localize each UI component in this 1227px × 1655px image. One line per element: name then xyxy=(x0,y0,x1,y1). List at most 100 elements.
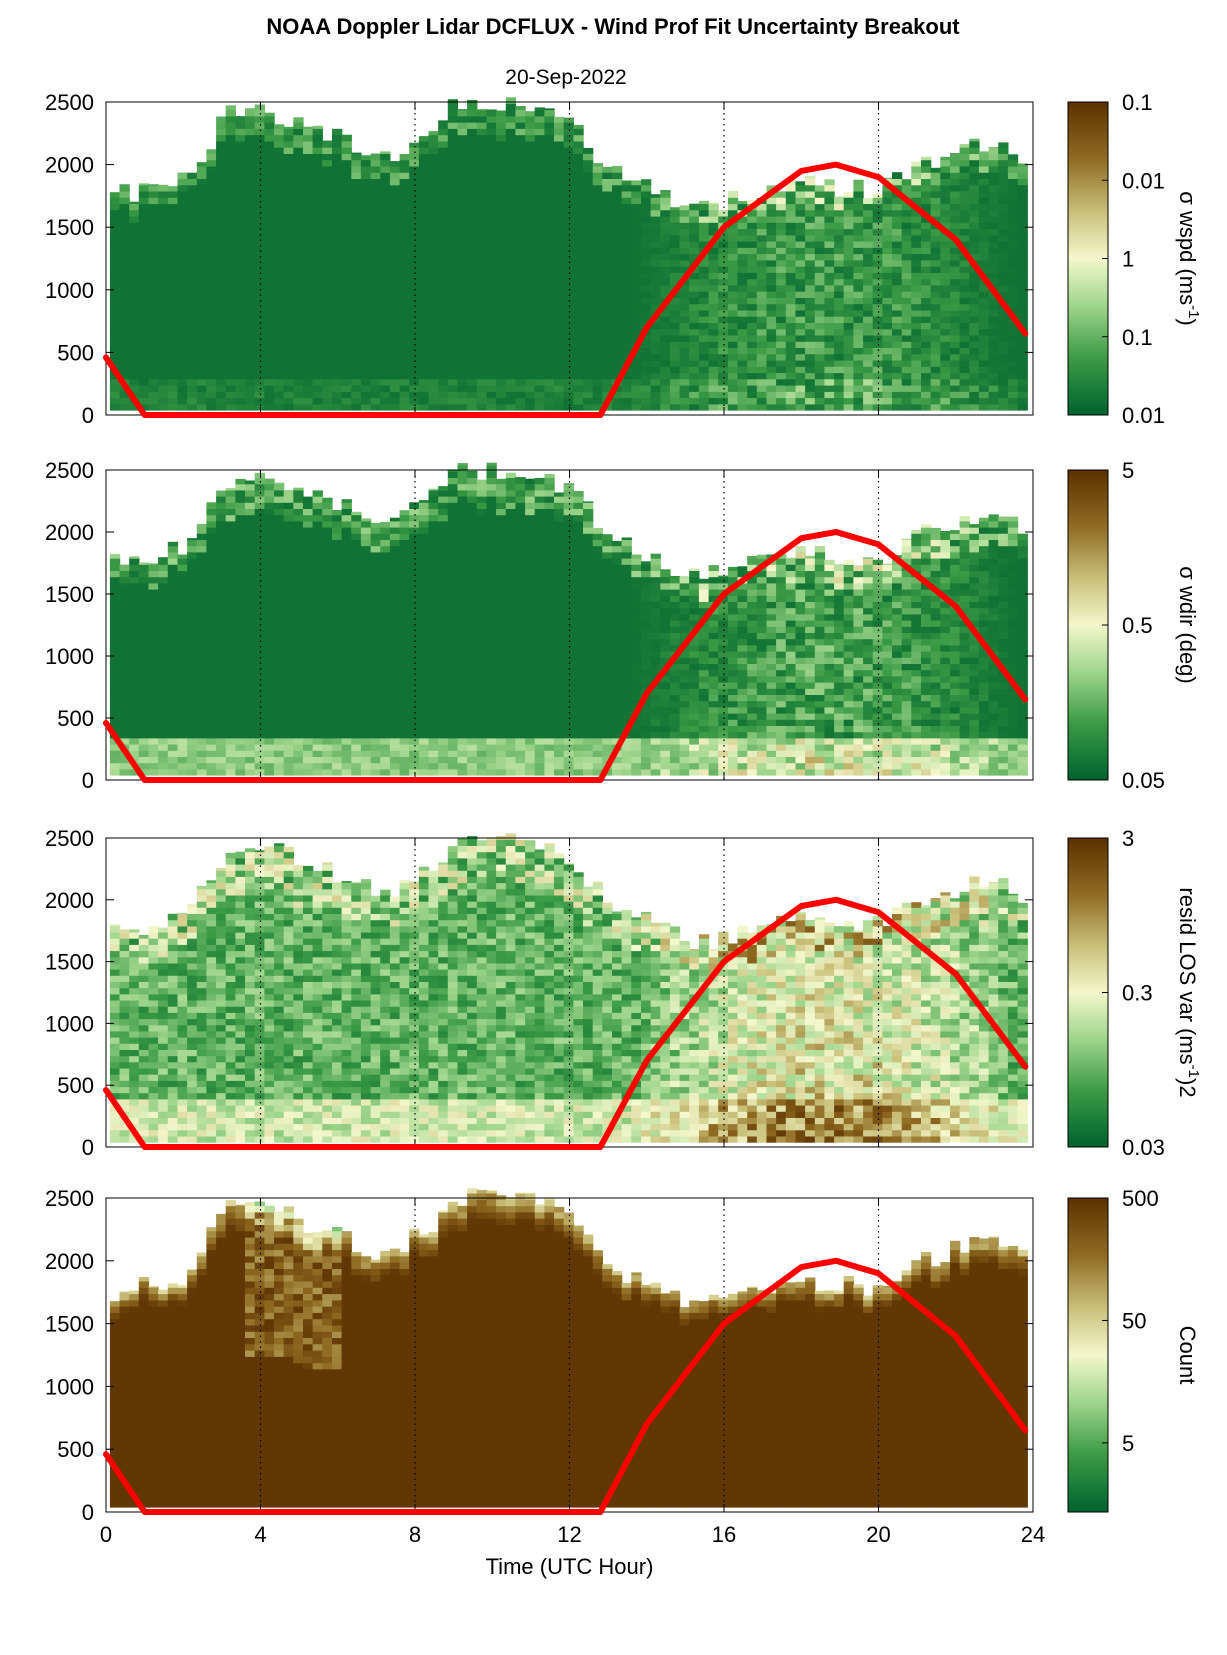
heatmap-cell xyxy=(505,159,517,167)
heatmap-cell xyxy=(776,334,787,342)
heatmap-cell xyxy=(544,222,555,230)
heatmap-cell xyxy=(254,147,265,154)
heatmap-cell xyxy=(399,403,410,411)
heatmap-cell xyxy=(428,291,439,298)
heatmap-cell xyxy=(303,291,314,298)
heatmap-cell xyxy=(177,620,188,627)
heatmap-cell xyxy=(950,197,961,205)
heatmap-cell xyxy=(669,334,681,342)
heatmap-cell xyxy=(138,675,150,683)
heatmap-cell xyxy=(718,210,729,217)
heatmap-cell xyxy=(563,378,574,386)
heatmap-cell xyxy=(245,589,256,596)
heatmap-cell xyxy=(409,259,420,267)
heatmap-cell xyxy=(148,228,159,236)
heatmap-cell xyxy=(805,222,816,230)
heatmap-cell xyxy=(312,316,323,323)
heatmap-cell xyxy=(921,391,932,399)
heatmap-cell xyxy=(563,209,574,217)
heatmap-cell xyxy=(911,253,922,261)
heatmap-cell xyxy=(428,190,439,198)
heatmap-cell xyxy=(785,203,797,211)
heatmap-cell xyxy=(776,303,787,311)
heatmap-cell xyxy=(225,694,236,702)
heatmap-cell xyxy=(698,297,710,305)
heatmap-cell xyxy=(274,203,285,211)
heatmap-cell xyxy=(341,589,352,596)
heatmap-cell xyxy=(196,378,208,386)
heatmap-cell xyxy=(592,184,603,192)
heatmap-cell xyxy=(814,378,826,386)
heatmap-cell xyxy=(853,253,864,261)
heatmap-cell xyxy=(158,378,169,386)
heatmap-cell xyxy=(196,234,208,242)
heatmap-cell xyxy=(245,570,256,578)
heatmap-cell xyxy=(525,403,536,411)
heatmap-cell xyxy=(457,353,468,361)
heatmap-cell xyxy=(264,700,275,708)
heatmap-cell xyxy=(679,291,690,298)
heatmap-cell xyxy=(525,159,536,167)
heatmap-cell xyxy=(843,247,854,255)
heatmap-cell xyxy=(129,669,140,677)
heatmap-cell xyxy=(254,496,265,503)
heatmap-cell xyxy=(119,682,130,689)
heatmap-cell xyxy=(940,316,951,323)
heatmap-cell xyxy=(612,203,623,211)
heatmap-cell xyxy=(573,140,584,148)
heatmap-cell xyxy=(235,595,246,602)
heatmap-cell xyxy=(515,228,526,236)
heatmap-cell xyxy=(525,397,536,405)
heatmap-cell xyxy=(129,322,140,330)
heatmap-cell xyxy=(602,297,613,305)
heatmap-cell xyxy=(274,241,285,248)
heatmap-cell xyxy=(225,203,236,211)
heatmap-cell xyxy=(148,744,159,751)
heatmap-cell xyxy=(283,309,294,317)
heatmap-cell xyxy=(216,397,227,405)
heatmap-cell xyxy=(641,197,652,205)
heatmap-cell xyxy=(138,372,150,380)
heatmap-cell xyxy=(834,203,845,211)
heatmap-cell xyxy=(109,688,121,695)
heatmap-cell xyxy=(138,359,150,367)
heatmap-cell xyxy=(332,551,343,559)
heatmap-cell xyxy=(843,297,854,305)
heatmap-cell xyxy=(322,215,333,223)
heatmap-cell xyxy=(264,551,275,559)
heatmap-cell xyxy=(872,353,883,361)
heatmap-cell xyxy=(428,284,439,292)
heatmap-cell xyxy=(138,209,150,217)
heatmap-cell xyxy=(216,651,227,658)
heatmap-cell xyxy=(418,234,430,242)
heatmap-cell xyxy=(563,328,574,336)
heatmap-cell xyxy=(824,215,835,223)
heatmap-cell xyxy=(138,589,150,596)
heatmap-cell xyxy=(641,391,652,399)
heatmap-cell xyxy=(216,284,227,292)
heatmap-cell xyxy=(322,385,333,392)
heatmap-cell xyxy=(698,328,710,336)
heatmap-cell xyxy=(303,253,314,261)
heatmap-cell xyxy=(167,688,179,695)
heatmap-cell xyxy=(1017,366,1028,374)
heatmap-cell xyxy=(756,215,768,223)
heatmap-cell xyxy=(544,266,555,273)
heatmap-cell xyxy=(196,688,208,695)
heatmap-cell xyxy=(457,385,468,392)
heatmap-cell xyxy=(476,109,488,117)
heatmap-cell xyxy=(554,116,565,123)
heatmap-cell xyxy=(988,153,999,161)
heatmap-cell xyxy=(283,126,294,129)
heatmap-cell xyxy=(322,527,333,534)
heatmap-cell xyxy=(882,347,893,355)
heatmap-cell xyxy=(814,385,826,392)
heatmap-cell xyxy=(505,353,517,361)
heatmap-cell xyxy=(447,328,459,336)
heatmap-cell xyxy=(853,303,864,311)
heatmap-cell xyxy=(573,178,584,186)
heatmap-cell xyxy=(921,165,932,173)
heatmap-cell xyxy=(216,134,227,142)
heatmap-cell xyxy=(274,508,285,516)
heatmap-cell xyxy=(254,378,265,386)
